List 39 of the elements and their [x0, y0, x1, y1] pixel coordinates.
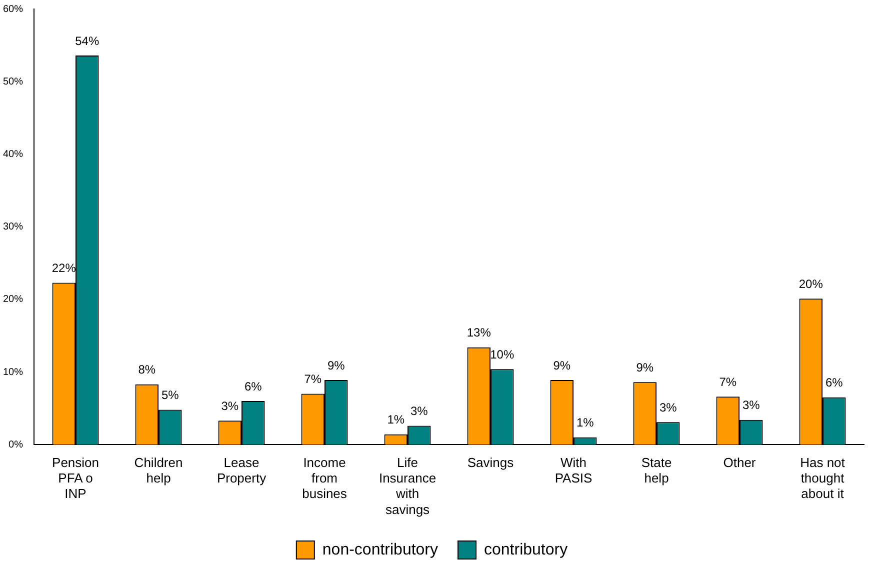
data-label: 9% — [553, 358, 571, 372]
data-label: 1% — [387, 412, 405, 427]
legend-label: contributory — [484, 541, 568, 558]
data-label: 6% — [825, 376, 844, 390]
data-label: 5% — [161, 388, 180, 402]
y-tick-label: 50% — [3, 76, 24, 88]
x-tick-label: Other — [723, 454, 756, 470]
data-label: 22% — [52, 261, 76, 276]
data-label: 9% — [636, 360, 654, 374]
x-tick-label: State help — [641, 454, 672, 486]
data-label: 9% — [327, 358, 346, 372]
data-label: 10% — [490, 347, 514, 362]
legend-label: non-contributory — [322, 541, 438, 558]
x-tick-label: Pension PFA o INP — [52, 454, 100, 502]
data-label: 1% — [576, 416, 594, 430]
x-tick-label: Has not thought about it — [800, 454, 846, 502]
data-label: 3% — [659, 400, 678, 414]
x-tick-label: Income from busines — [302, 454, 348, 502]
y-tick-label: 0% — [8, 439, 24, 450]
data-label: 20% — [798, 276, 824, 291]
x-tick-label: Lease Property — [216, 454, 267, 486]
data-label: 54% — [75, 34, 100, 48]
data-label: 3% — [410, 404, 428, 418]
data-label: 7% — [304, 372, 322, 386]
x-tick-label: Life Insurance with savings — [378, 454, 436, 517]
y-tick-label: 10% — [3, 366, 24, 378]
x-tick-label: With PASIS — [554, 454, 592, 486]
y-tick-label: 30% — [3, 222, 24, 233]
y-tick-label: 60% — [3, 4, 24, 15]
data-label: 13% — [466, 326, 492, 340]
data-label: 6% — [244, 379, 262, 394]
data-label: 3% — [221, 398, 239, 413]
x-tick-label: Children help — [134, 454, 183, 486]
y-tick-label: 20% — [3, 294, 24, 306]
data-label: 3% — [742, 398, 760, 412]
data-label: 7% — [719, 374, 737, 389]
x-tick-label: Savings — [467, 454, 514, 470]
y-tick-label: 40% — [3, 148, 24, 160]
data-label: 8% — [138, 362, 156, 377]
